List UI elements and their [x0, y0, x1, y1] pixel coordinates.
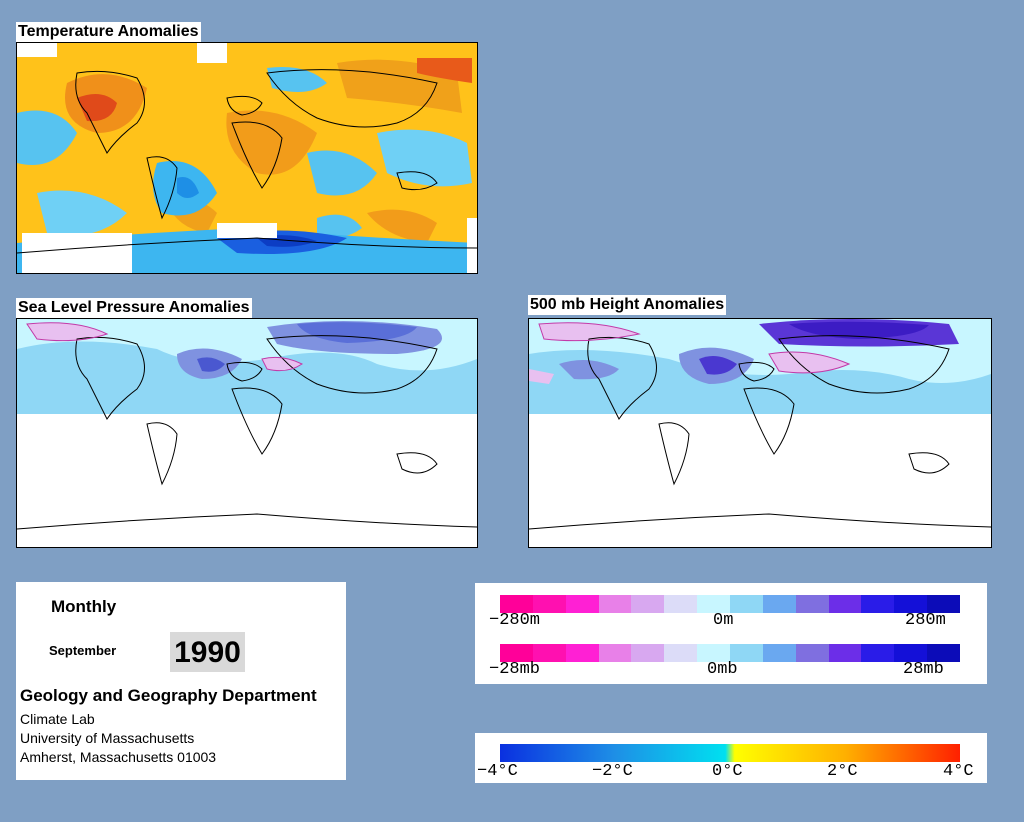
address-label: Amherst, Massachusetts 01003	[20, 749, 217, 765]
info-panel: Monthly September 1990 Geology and Geogr…	[16, 582, 346, 780]
pressure-color-scale	[500, 644, 961, 662]
temperature-anomaly-map	[16, 42, 478, 274]
temperature-legend-panel: −4°C −2°C 0°C 2°C 4°C	[475, 733, 987, 783]
pressure-mid-label: 0mb	[707, 660, 738, 679]
university-label: University of Massachusetts	[20, 730, 195, 746]
temp-tick-plus4: 4°C	[943, 762, 974, 781]
temperature-color-scale	[500, 744, 960, 762]
lab-label: Climate Lab	[20, 711, 95, 727]
month-label: September	[49, 643, 117, 658]
frequency-label: Monthly	[51, 597, 117, 616]
height500-title: 500 mb Height Anomalies	[528, 295, 727, 315]
height500-anomaly-map	[528, 318, 992, 548]
year-label: 1990	[170, 632, 245, 672]
temp-tick-minus2: −2°C	[592, 762, 633, 781]
anomaly-legend-panel: −280m 0m 280m −28mb 0mb 28mb	[475, 583, 987, 684]
department-label: Geology and Geography Department	[20, 686, 317, 705]
height-max-label: 280m	[905, 611, 946, 630]
slp-anomaly-map	[16, 318, 478, 548]
temp-tick-plus2: 2°C	[827, 762, 858, 781]
height-min-label: −280m	[489, 611, 541, 630]
temp-tick-zero: 0°C	[712, 762, 743, 781]
temperature-title: Temperature Anomalies	[16, 22, 201, 42]
pressure-min-label: −28mb	[489, 660, 541, 679]
height-color-scale	[500, 595, 961, 613]
temp-tick-minus4: −4°C	[477, 762, 518, 781]
height-mid-label: 0m	[713, 611, 734, 630]
pressure-max-label: 28mb	[903, 660, 944, 679]
slp-title: Sea Level Pressure Anomalies	[16, 298, 252, 318]
